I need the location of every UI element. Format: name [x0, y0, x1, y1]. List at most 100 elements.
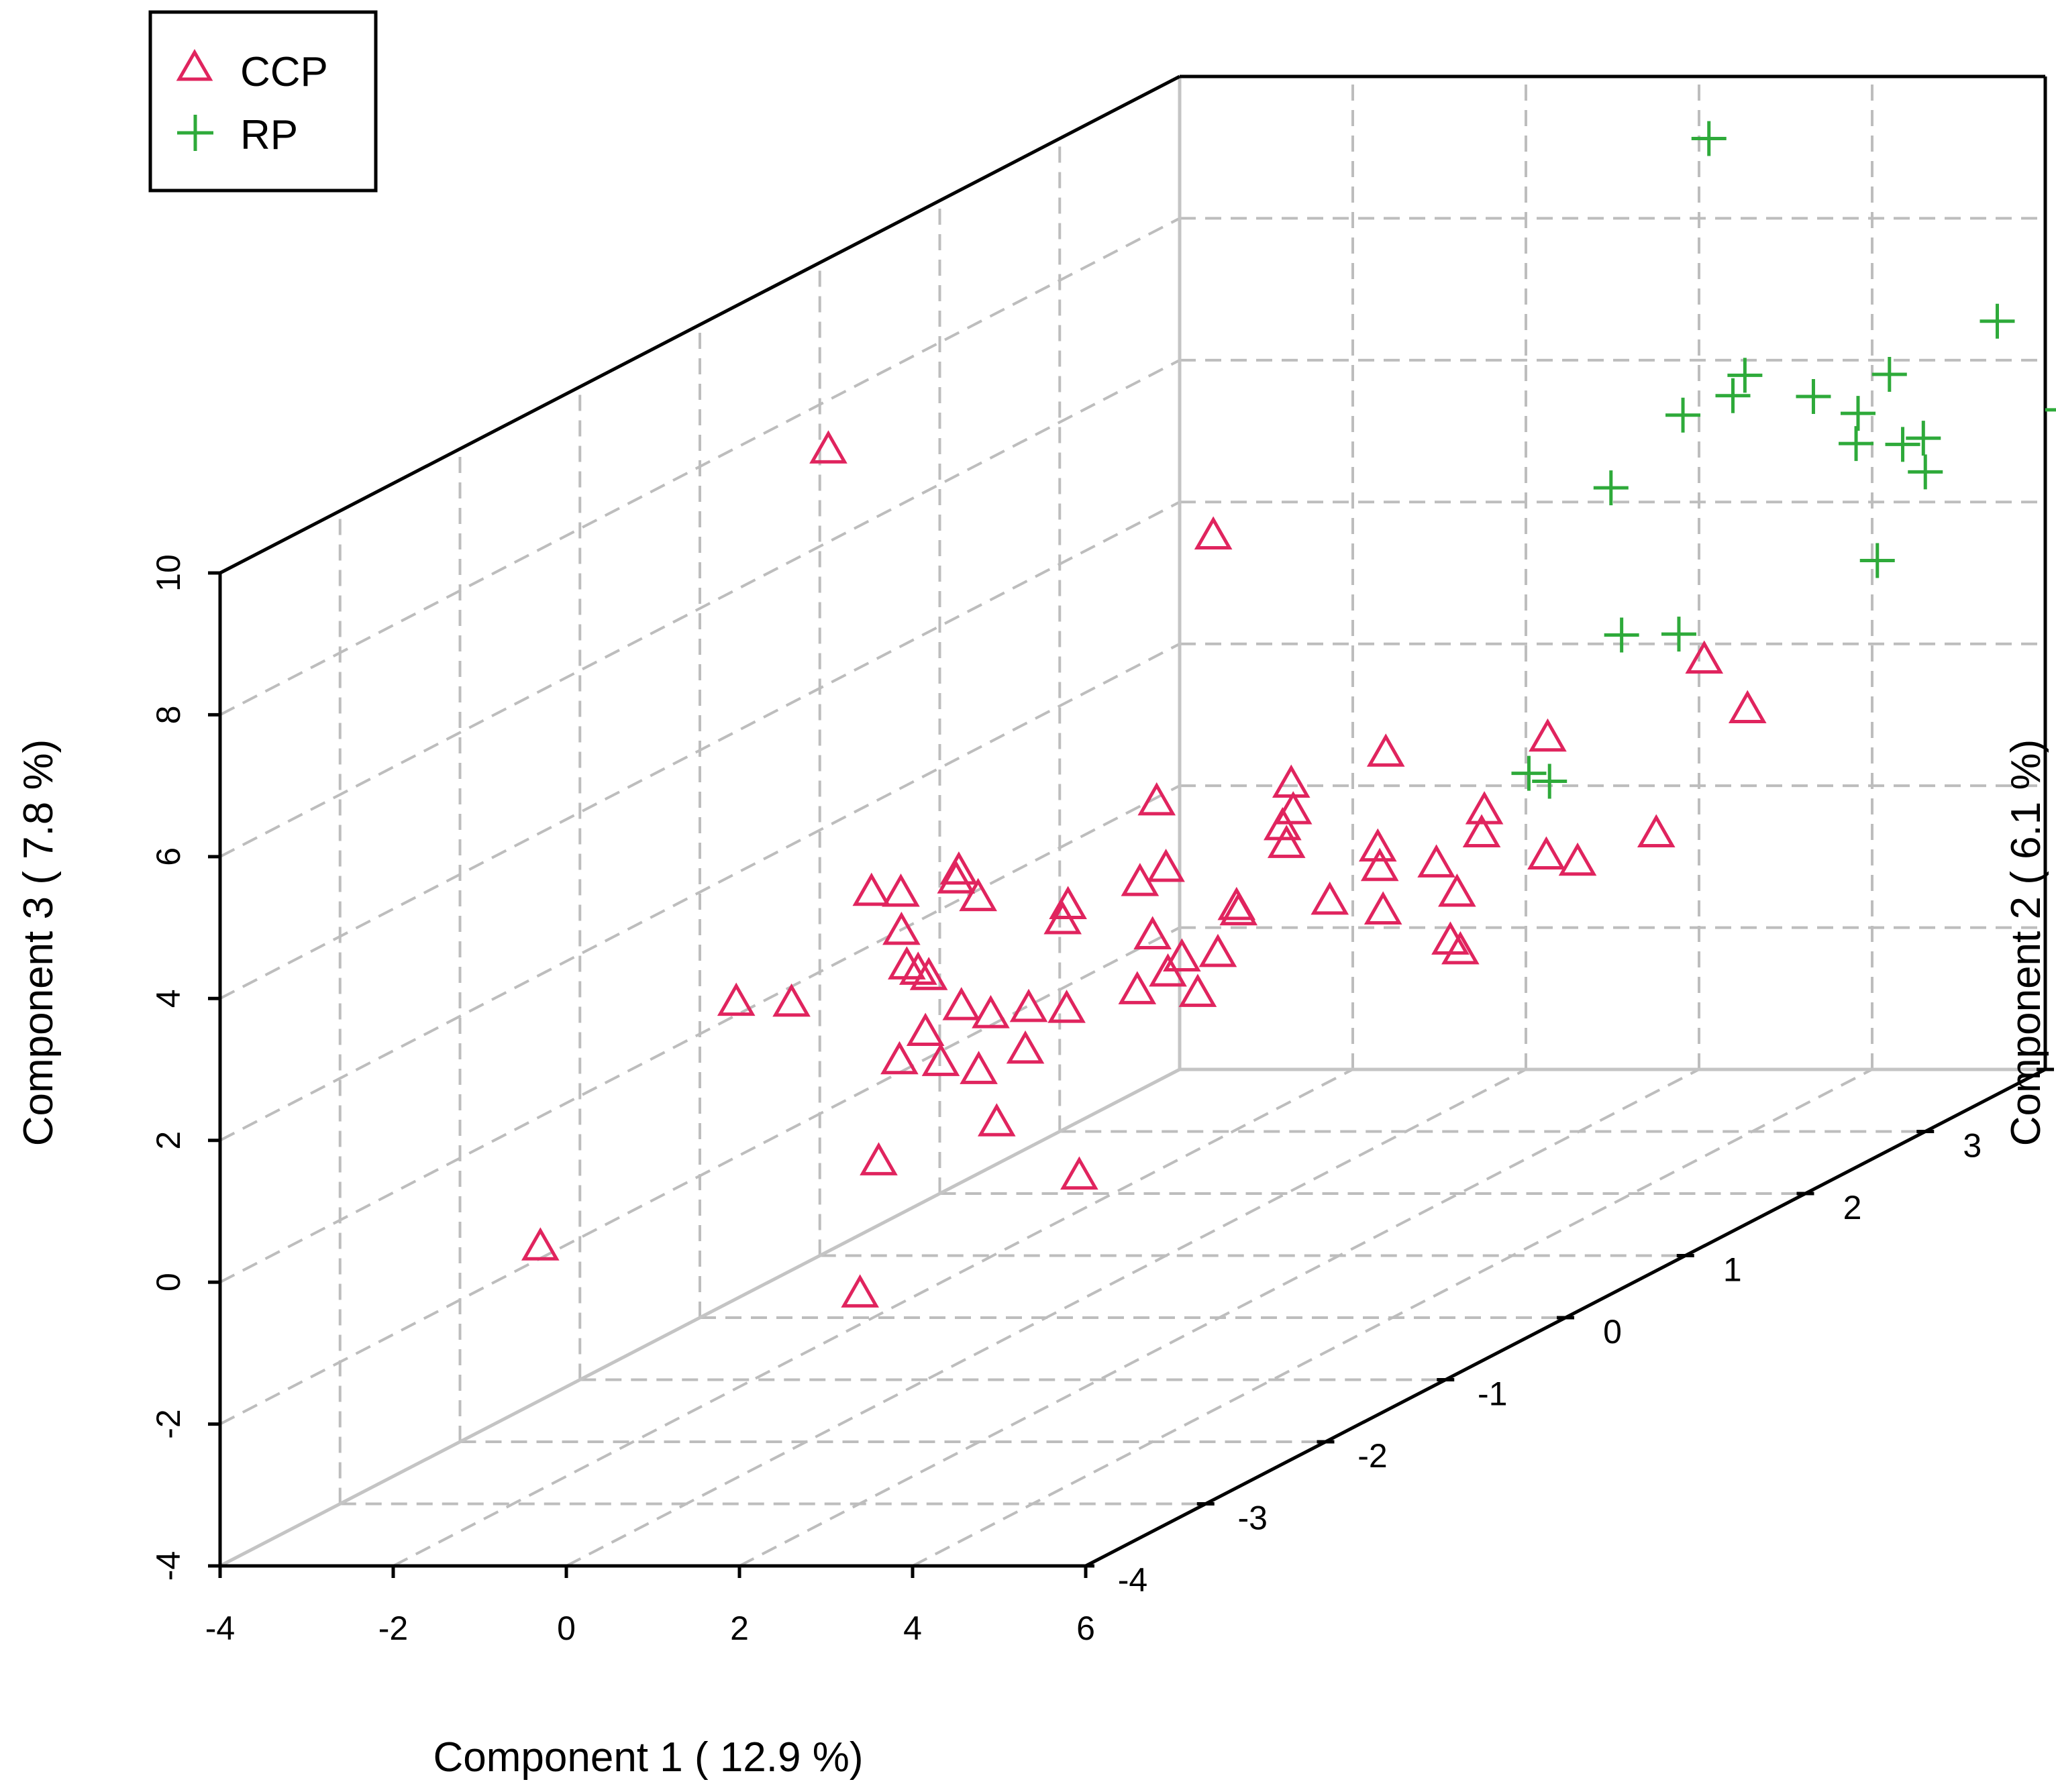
point-ccp [1558, 842, 1597, 876]
point-ccp [1137, 782, 1176, 816]
point-rp [1859, 543, 1895, 578]
point-rp [1715, 378, 1751, 413]
grid-line [219, 642, 1180, 1142]
point-ccp [1431, 921, 1470, 955]
point-ccp [909, 957, 948, 990]
grid-line [219, 359, 1180, 858]
point-rp [1980, 303, 2015, 339]
point-ccp [906, 1012, 945, 1046]
point-rp [1839, 426, 1874, 462]
point-rp [1661, 617, 1696, 652]
x-axis-title: Component 1 ( 12.9 %) [433, 1734, 863, 1781]
point-ccp [717, 982, 756, 1016]
y-tick-label: 0 [1603, 1313, 1622, 1351]
point-ccp [1047, 990, 1086, 1023]
point-rp [1593, 470, 1629, 506]
point-rp [1796, 379, 1831, 415]
point-ccp [977, 1103, 1016, 1137]
y-axis-title: Component 2 ( 6.1 %) [2003, 739, 2049, 1147]
point-ccp [1006, 1030, 1045, 1064]
point-rp [1691, 121, 1727, 156]
z-tick-label: 6 [150, 847, 187, 866]
y-tick-label: -1 [1478, 1375, 1507, 1413]
point-ccp [1060, 1156, 1098, 1190]
x-tick-label: -2 [378, 1610, 408, 1647]
x-tick-label: 2 [730, 1610, 749, 1647]
z-tick-label: 4 [150, 989, 187, 1008]
point-ccp [1465, 791, 1504, 825]
x-tick-label: 6 [1076, 1610, 1095, 1647]
point-ccp [1360, 847, 1399, 882]
point-ccp [1417, 844, 1455, 878]
x-tick-label: 0 [557, 1610, 576, 1647]
z-tick-label: 2 [150, 1131, 187, 1150]
point-ccp [972, 995, 1010, 1029]
point-ccp [1009, 988, 1048, 1022]
point-ccp [860, 1142, 898, 1175]
point-rp [1908, 454, 1943, 490]
point-ccp [1441, 931, 1480, 965]
point-ccp [809, 430, 847, 464]
point-rp [1906, 421, 1941, 456]
point-ccp [852, 872, 891, 906]
point-ccp [882, 873, 920, 907]
point-ccp [1364, 891, 1402, 925]
point-ccp [1178, 973, 1217, 1007]
point-ccp [937, 860, 976, 894]
point-ccp [841, 1274, 879, 1308]
z-tick-label: 8 [150, 706, 187, 725]
point-rp [1841, 396, 1875, 431]
y-tick-label: -2 [1357, 1437, 1387, 1475]
legend-box [148, 10, 378, 193]
z-tick-label: 0 [150, 1273, 187, 1292]
point-ccp [1264, 806, 1302, 841]
point-ccp [898, 951, 937, 985]
x-tick-label: -4 [205, 1610, 235, 1647]
y-tick-label: 3 [1963, 1127, 1982, 1165]
z-tick-label: -2 [150, 1409, 187, 1438]
point-ccp [1438, 873, 1476, 907]
point-ccp [1685, 640, 1724, 674]
point-rp [2045, 408, 2056, 412]
data-points [521, 121, 2056, 1308]
point-ccp [1267, 825, 1306, 858]
point-ccp [1728, 690, 1767, 723]
y-tick-label: 2 [1843, 1189, 1862, 1226]
grid-line [393, 1068, 1353, 1567]
point-ccp [1121, 863, 1160, 896]
point-rp [1665, 397, 1701, 433]
point-ccp [1149, 953, 1187, 987]
point-ccp [939, 851, 978, 885]
point-ccp [1194, 516, 1233, 549]
legend: CCP RP [148, 10, 378, 193]
point-ccp [1198, 933, 1237, 967]
top-left-edge [219, 74, 1181, 575]
legend-ccp-triangle-icon [176, 48, 213, 81]
z-tick-label: 10 [150, 554, 187, 592]
point-rp [1871, 357, 1907, 392]
point-ccp [1366, 733, 1405, 767]
point-ccp [772, 983, 811, 1017]
point-ccp [1049, 886, 1087, 920]
point-ccp [1358, 828, 1397, 862]
y-tick-label: 1 [1723, 1251, 1742, 1289]
floor-depth-edge [219, 1067, 1181, 1568]
grid-lines [219, 76, 2047, 1567]
point-rp [1885, 427, 1920, 462]
point-ccp [1133, 916, 1172, 949]
point-ccp [1043, 900, 1082, 935]
point-ccp [1637, 814, 1676, 847]
point-ccp [1217, 886, 1256, 920]
axis-ticks [208, 571, 2054, 1578]
point-ccp [1147, 848, 1185, 882]
point-ccp [942, 987, 981, 1020]
point-ccp [1274, 791, 1313, 825]
point-ccp [1118, 971, 1157, 1004]
point-ccp [882, 911, 921, 945]
point-ccp [1462, 814, 1501, 847]
legend-rp-label: RP [240, 112, 298, 158]
legend-ccp-label: CCP [240, 49, 328, 95]
z-axis-title: Component 3 ( 7.8 %) [15, 739, 62, 1147]
